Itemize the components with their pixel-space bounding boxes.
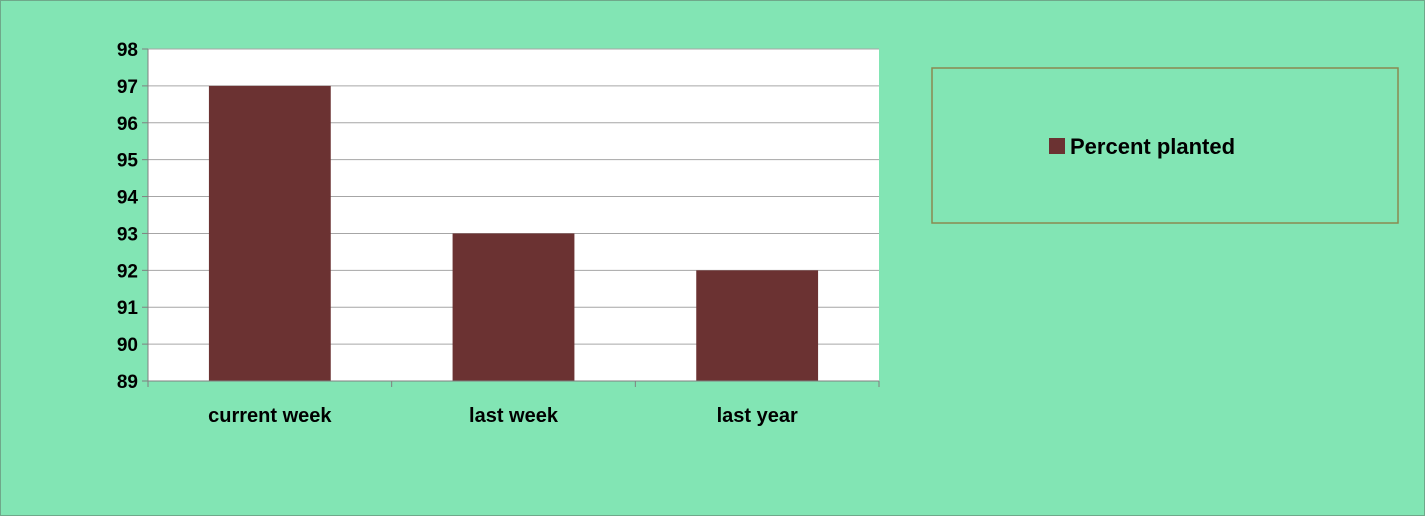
- y-tick-label: 90: [117, 335, 138, 356]
- x-category-label: last week: [469, 405, 559, 427]
- legend-label: Percent planted: [1070, 134, 1235, 159]
- axis-labels: 89 90 91 92 93 94 95 96 97 98 current week last wee…: [117, 40, 798, 427]
- axes: [142, 48, 880, 387]
- x-category-label: current week: [208, 405, 332, 427]
- bar: [452, 233, 575, 381]
- y-tick-label: 89: [117, 372, 138, 393]
- legend: Percent planted: [931, 67, 1399, 224]
- y-tick-label: 91: [117, 298, 139, 319]
- y-tick-label: 94: [117, 188, 139, 209]
- y-tick-label: 97: [117, 77, 138, 98]
- y-tick-label: 95: [117, 151, 139, 172]
- x-category-label: last year: [717, 405, 798, 427]
- legend-swatch: [1049, 138, 1065, 154]
- y-tick-label: 98: [117, 40, 138, 61]
- bar: [208, 85, 331, 381]
- bar: [696, 270, 819, 381]
- legend-box: [931, 67, 1399, 224]
- y-tick-label: 93: [117, 224, 138, 245]
- bars: [208, 85, 819, 381]
- y-tick-label: 96: [117, 114, 138, 135]
- y-tick-label: 92: [117, 261, 138, 282]
